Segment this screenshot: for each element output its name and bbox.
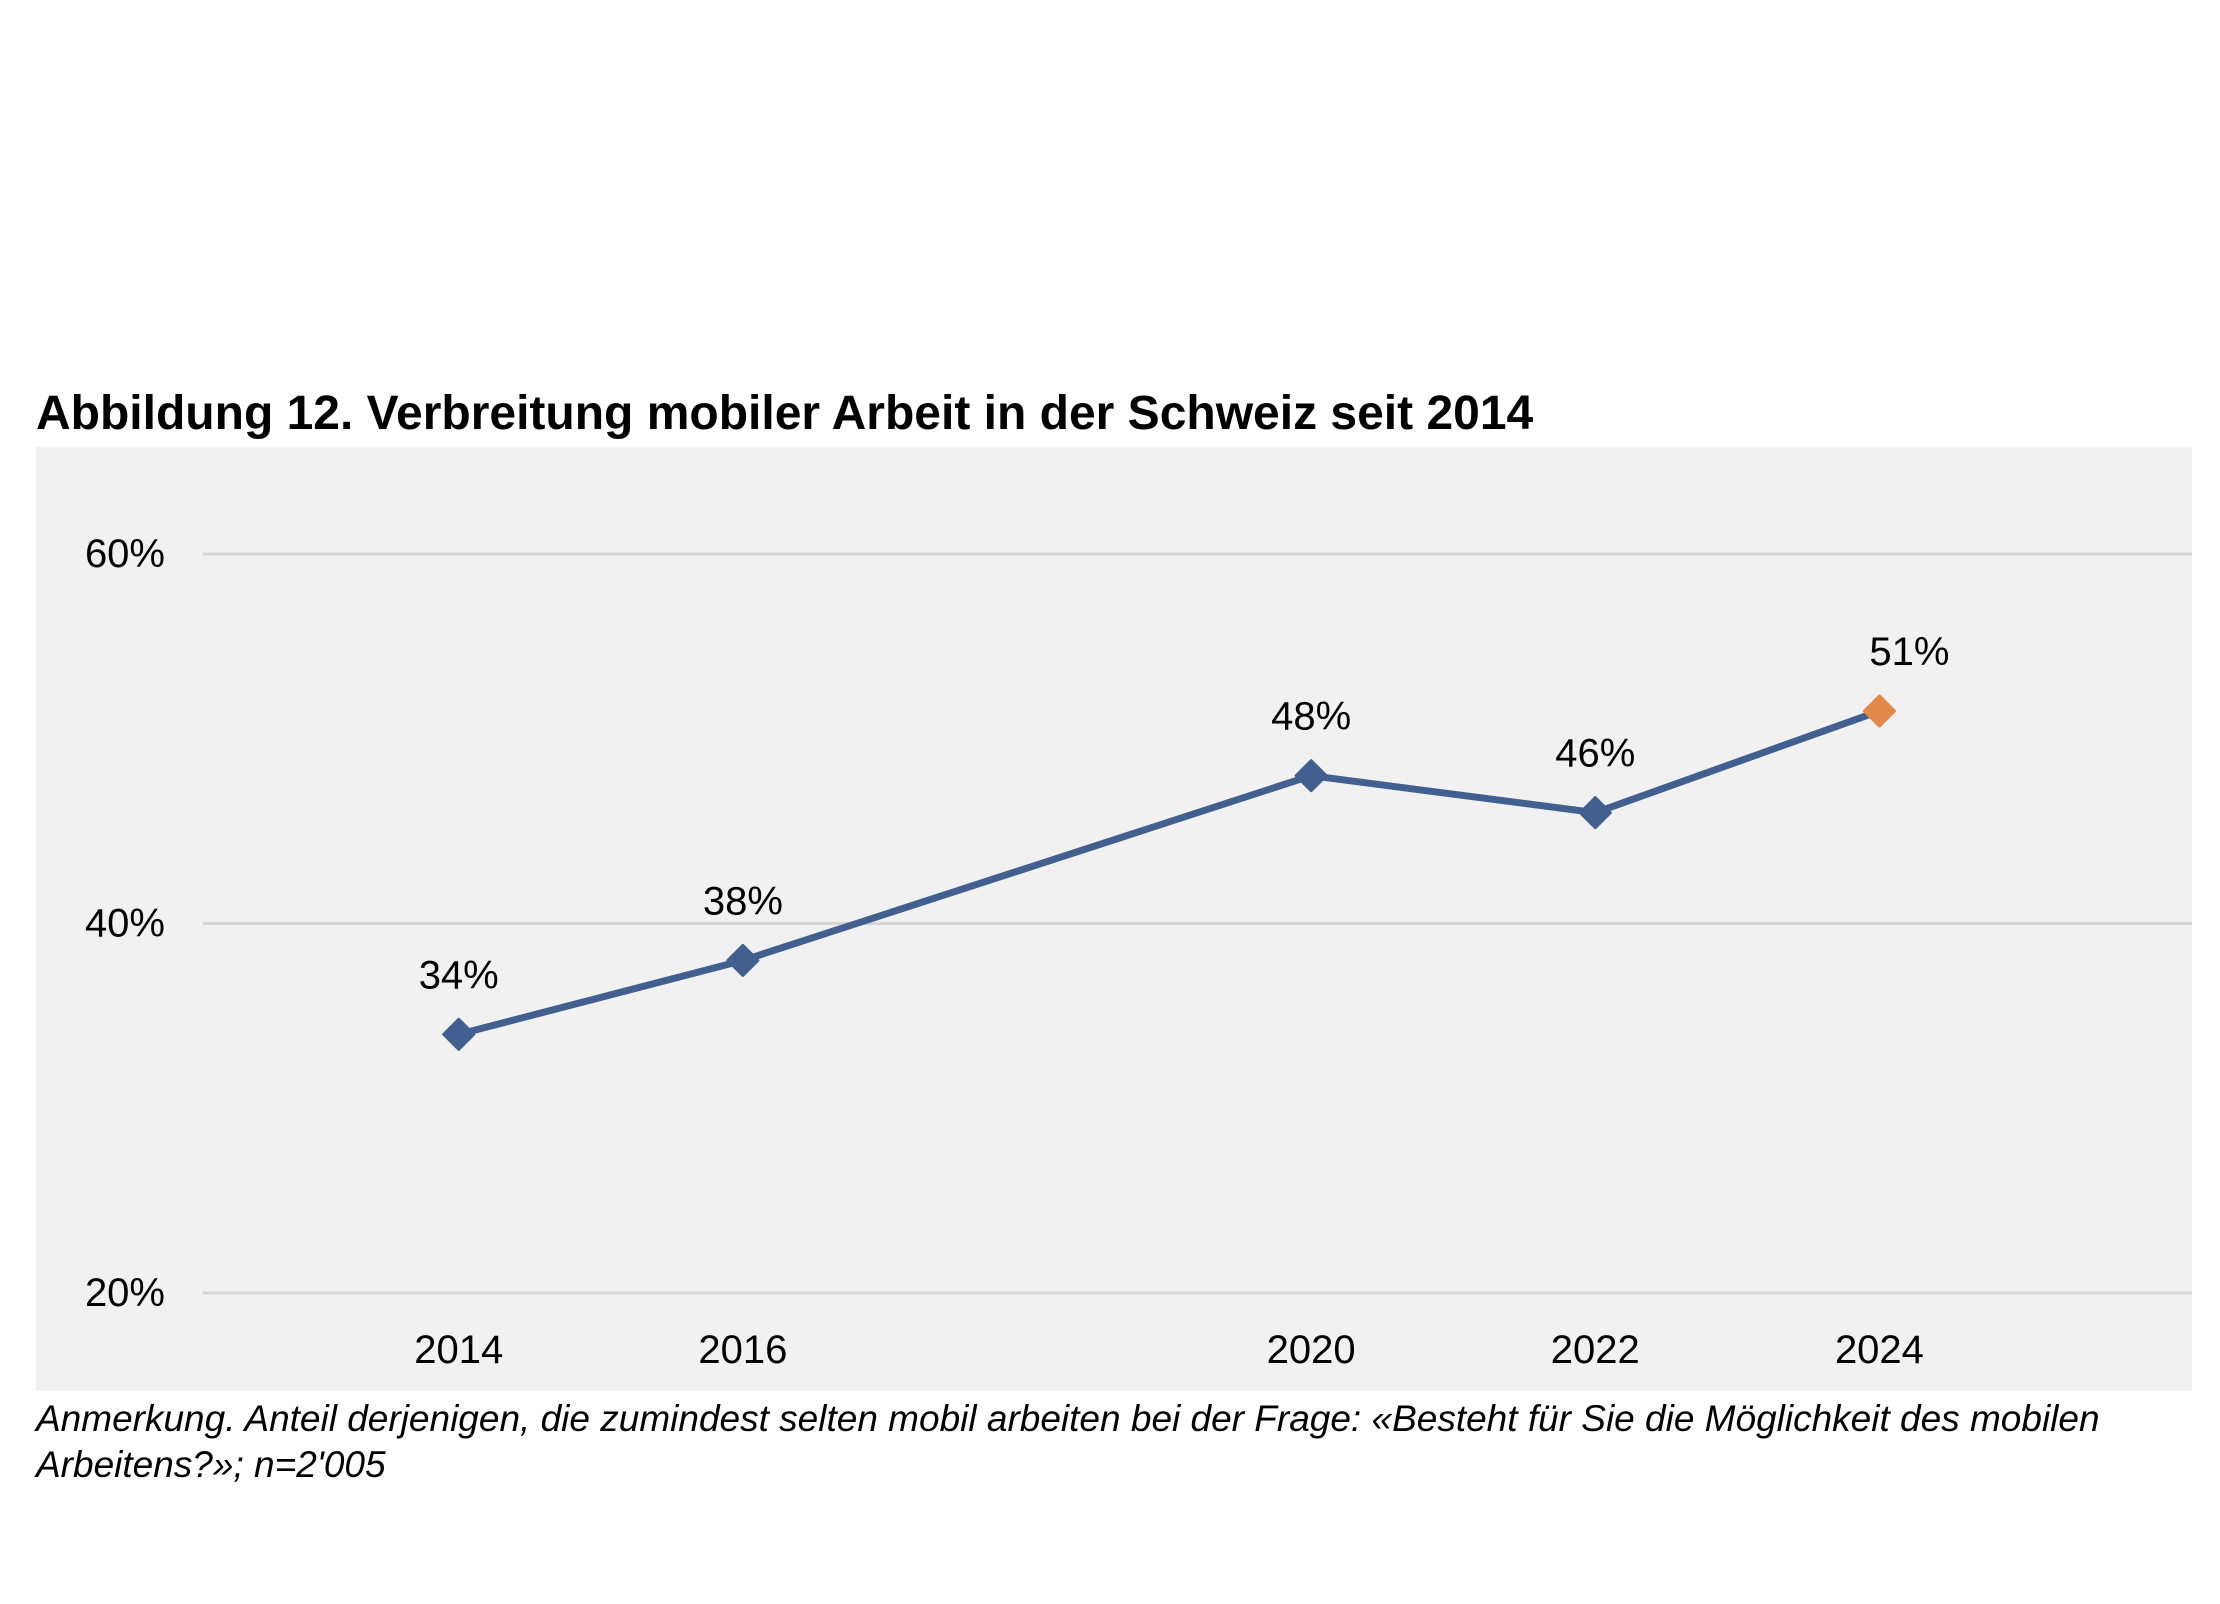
data-point-2020 xyxy=(1294,759,1328,793)
x-tick-label: 2022 xyxy=(1551,1328,1640,1372)
y-axis-tick-labels: 20% 40% 60% xyxy=(85,532,165,1315)
data-markers xyxy=(442,694,1896,1051)
figure-title: Abbildung 12. Verbreitung mobiler Arbeit… xyxy=(36,387,1534,440)
data-label-2014: 34% xyxy=(419,953,499,997)
data-label-2022: 46% xyxy=(1555,732,1635,776)
data-point-2016 xyxy=(726,943,760,977)
y-tick-label: 40% xyxy=(85,902,165,946)
plot-background xyxy=(36,447,2192,1391)
x-tick-label: 2016 xyxy=(698,1328,787,1372)
data-point-2014 xyxy=(442,1017,476,1051)
figure-note: Anmerkung. Anteil derjenigen, die zumind… xyxy=(36,1398,2100,1485)
y-tick-label: 60% xyxy=(85,532,165,576)
data-label-2016: 38% xyxy=(703,879,783,923)
x-tick-label: 2014 xyxy=(414,1328,503,1372)
x-axis-tick-labels: 2014 2016 2020 2022 2024 xyxy=(414,1328,1924,1372)
data-point-2022 xyxy=(1578,796,1612,830)
data-point-2024 xyxy=(1862,694,1896,728)
line-chart: 20% 40% 60% 2014 2016 2020 2022 2024 34% 38% 48%… xyxy=(36,447,2192,1391)
data-label-2020: 48% xyxy=(1271,695,1351,739)
gridlines xyxy=(203,552,2192,1295)
y-tick-label: 20% xyxy=(85,1271,165,1315)
data-label-2024: 51% xyxy=(1869,630,1949,674)
x-tick-label: 2024 xyxy=(1835,1328,1924,1372)
x-tick-label: 2020 xyxy=(1267,1328,1356,1372)
data-labels: 34% 38% 48% 46% 51% xyxy=(419,630,1950,997)
